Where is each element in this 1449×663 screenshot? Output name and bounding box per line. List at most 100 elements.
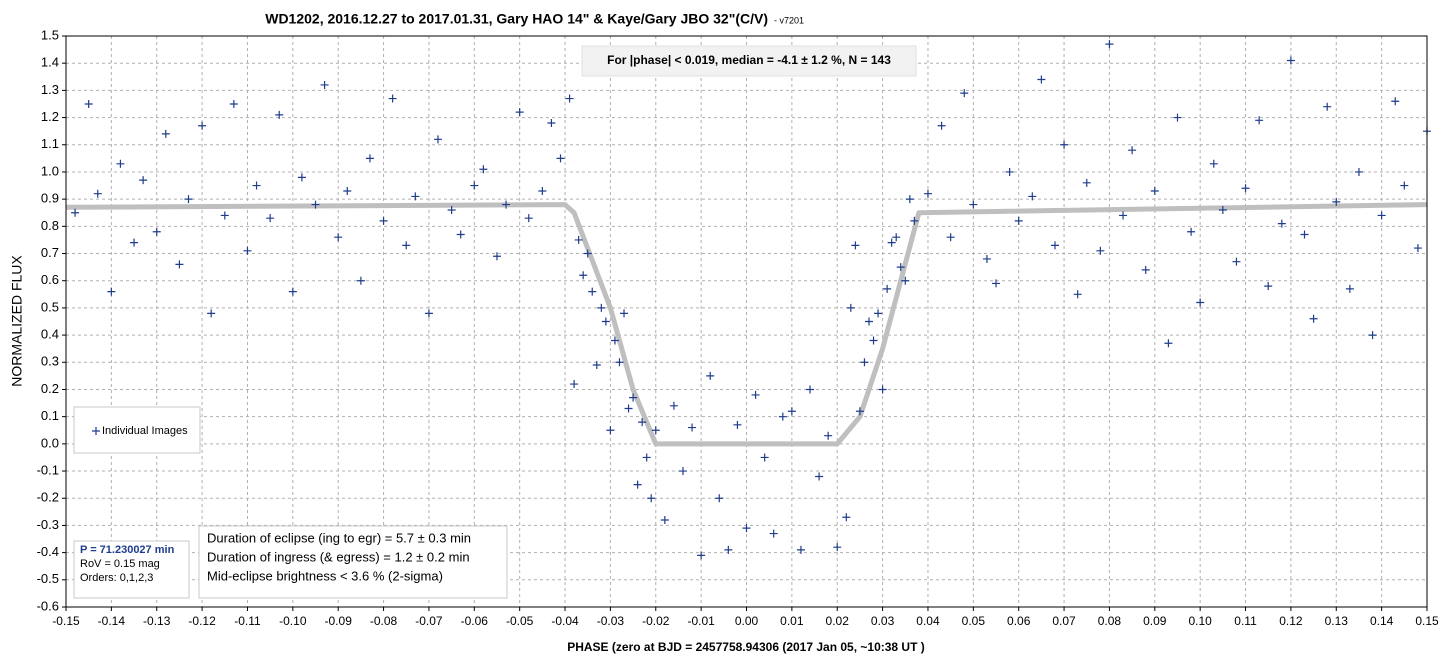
data-point — [207, 309, 216, 318]
median-box — [581, 45, 917, 77]
data-point — [992, 279, 1001, 288]
data-point — [864, 317, 873, 326]
data-point — [565, 94, 574, 103]
data-point — [1345, 284, 1354, 293]
x-tick-label: -0.13 — [143, 614, 171, 628]
x-tick-label: -0.14 — [98, 614, 126, 628]
data-point — [592, 361, 601, 370]
y-tick-label: 0.3 — [41, 354, 59, 369]
data-point — [524, 214, 533, 223]
y-tick-label: -0.5 — [37, 571, 59, 586]
x-axis-label: PHASE (zero at BJD = 2457758.94306 (2017… — [567, 640, 925, 654]
data-point — [846, 303, 855, 312]
data-point — [778, 412, 787, 421]
y-tick-label: 0.1 — [41, 408, 59, 423]
y-tick-label: 1.3 — [41, 82, 59, 97]
x-tick-label: -0.08 — [370, 614, 398, 628]
x-tick-label: 0.03 — [871, 614, 895, 628]
y-tick-label: 1.1 — [41, 136, 59, 151]
grid: -0.6 -0.5 -0.4 -0.3 -0.2 -0.1 0.0 0.1 0.2 0.3 0.4 0… — [37, 27, 1439, 628]
x-tick-label: -0.11 — [234, 614, 261, 628]
x-tick-label: 0.12 — [1279, 614, 1303, 628]
data-point — [1368, 331, 1377, 340]
data-point — [842, 513, 851, 522]
y-tick-label: 0.4 — [41, 327, 59, 342]
data-point — [266, 214, 275, 223]
data-point — [601, 317, 610, 326]
data-point — [1141, 265, 1150, 274]
y-tick-label: 0.5 — [41, 299, 59, 314]
y-tick-label: 1.2 — [41, 109, 59, 124]
legend — [73, 406, 201, 454]
data-point — [479, 165, 488, 174]
data-point — [365, 154, 374, 163]
x-tick-label: 0.02 — [826, 614, 850, 628]
data-point — [574, 235, 583, 244]
data-point — [198, 121, 207, 130]
data-point — [1413, 244, 1422, 253]
y-tick-label: 1.5 — [41, 27, 59, 42]
data-point — [883, 284, 892, 293]
data-point — [1377, 211, 1386, 220]
data-point — [184, 195, 193, 204]
data-point — [833, 543, 842, 552]
data-point — [1255, 116, 1264, 125]
legend-marker — [92, 427, 100, 435]
x-tick-label: -0.07 — [415, 614, 443, 628]
y-tick-label: 0.9 — [41, 191, 59, 206]
data-point — [724, 545, 733, 554]
data-point — [688, 423, 697, 432]
data-point — [855, 407, 864, 416]
data-point — [1232, 257, 1241, 266]
x-tick-label: 0.14 — [1370, 614, 1394, 628]
data-point — [760, 453, 769, 462]
median-note: For |phase| < 0.019, median = -4.1 ± 1.2… — [607, 53, 891, 67]
data-point — [1014, 216, 1023, 225]
data-point — [1096, 246, 1105, 255]
data-point — [697, 551, 706, 560]
chart-subtitle: - v7201 — [774, 15, 804, 25]
data-point — [152, 227, 161, 236]
data-point — [84, 99, 93, 108]
data-point — [343, 186, 352, 195]
data-point — [1037, 75, 1046, 84]
data-point — [647, 494, 656, 503]
points — [71, 40, 1431, 560]
data-point — [402, 241, 411, 250]
data-point — [334, 233, 343, 242]
x-tick-label: -0.12 — [188, 614, 216, 628]
data-point — [1354, 167, 1363, 176]
x-tick-label: -0.03 — [597, 614, 625, 628]
data-point — [71, 208, 80, 217]
y-tick-label: 0.7 — [41, 245, 59, 260]
x-tick-label: 0.04 — [916, 614, 940, 628]
x-tick-label: -0.10 — [279, 614, 307, 628]
data-point — [651, 426, 660, 435]
x-tick-label: -0.09 — [325, 614, 353, 628]
data-point — [669, 401, 678, 410]
data-point — [878, 385, 887, 394]
data-point — [620, 309, 629, 318]
y-tick-label: 0.6 — [41, 272, 59, 287]
data-point — [892, 233, 901, 242]
data-point — [887, 238, 896, 247]
y-tick-label: -0.6 — [37, 598, 59, 613]
data-point — [139, 176, 148, 185]
x-tick-label: -0.04 — [551, 614, 579, 628]
data-point — [815, 472, 824, 481]
data-point — [806, 385, 815, 394]
data-point — [456, 230, 465, 239]
data-point — [411, 192, 420, 201]
data-point — [851, 241, 860, 250]
data-point — [769, 529, 778, 538]
y-tick-label: 0.0 — [41, 435, 59, 450]
data-point — [1332, 197, 1341, 206]
y-tick-label: 0.2 — [41, 381, 59, 396]
data-point — [1286, 56, 1295, 65]
x-tick-label: -0.02 — [642, 614, 670, 628]
x-tick-label: -0.15 — [52, 614, 80, 628]
data-point — [356, 276, 365, 285]
data-point — [796, 545, 805, 554]
data-point — [570, 380, 579, 389]
plot-frame — [65, 35, 1428, 608]
